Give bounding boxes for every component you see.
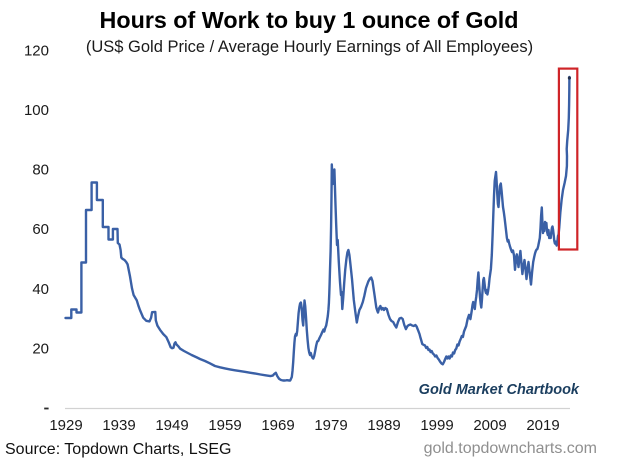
svg-text:2019: 2019 <box>526 417 559 434</box>
svg-text:120: 120 <box>24 42 49 59</box>
svg-text:100: 100 <box>24 102 49 119</box>
svg-text:1929: 1929 <box>49 417 82 434</box>
svg-text:40: 40 <box>32 281 49 298</box>
svg-text:60: 60 <box>32 221 49 238</box>
svg-text:80: 80 <box>32 162 49 179</box>
svg-text:20: 20 <box>32 340 49 357</box>
svg-text:1939: 1939 <box>102 417 135 434</box>
svg-text:1959: 1959 <box>208 417 241 434</box>
svg-text:1979: 1979 <box>314 417 347 434</box>
svg-text:1999: 1999 <box>420 417 453 434</box>
svg-text:2009: 2009 <box>473 417 506 434</box>
svg-text:1949: 1949 <box>155 417 188 434</box>
svg-text:1969: 1969 <box>261 417 294 434</box>
svg-text:1989: 1989 <box>367 417 400 434</box>
